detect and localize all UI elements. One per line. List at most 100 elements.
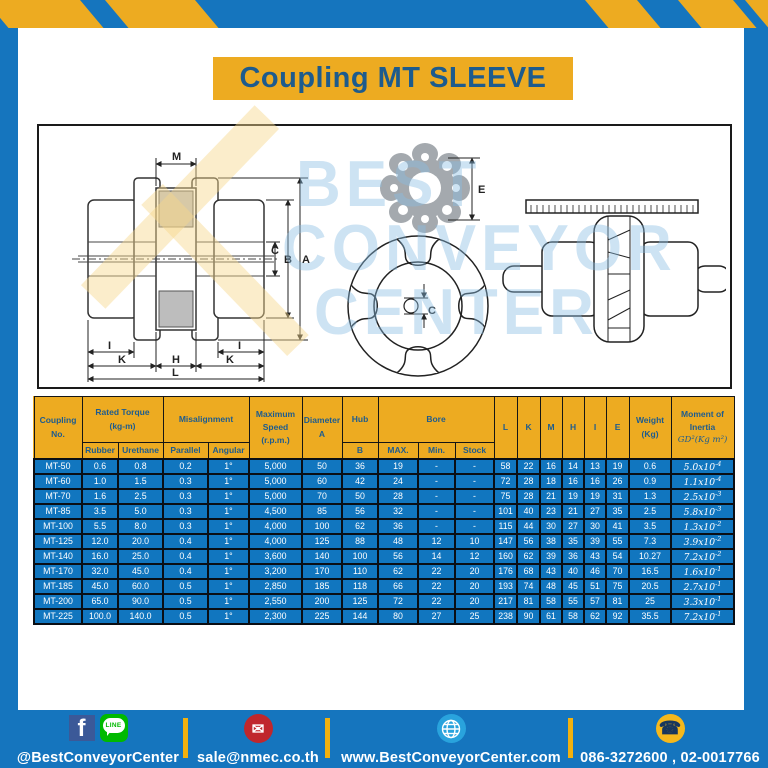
cell: MT-225: [33, 608, 83, 626]
cell: 32: [377, 503, 419, 521]
cell: 19: [605, 458, 631, 476]
footer-social[interactable]: f LINE @BestConveyorCenter: [12, 714, 184, 766]
col-urethane: Urethane: [117, 442, 164, 460]
table-row: MT-70 1.6 2.5 0.3 1° 5,000 70 50 28- -75 28 21 19 19 3…: [33, 488, 736, 506]
cell: 7.3: [628, 533, 673, 551]
cell: 62: [516, 548, 542, 566]
cell: 36: [341, 458, 379, 476]
cell: 170: [301, 563, 343, 581]
website-text[interactable]: www.BestConveyorCenter.com: [341, 750, 561, 766]
cell: 36: [561, 548, 586, 566]
cell: MT-140: [33, 548, 83, 566]
cell: 70: [301, 488, 343, 506]
cell: 56: [341, 503, 379, 521]
cell: 200: [301, 593, 343, 611]
cell: 185: [301, 578, 343, 596]
cell: 60.0: [117, 578, 164, 596]
cell: -: [453, 488, 496, 506]
cell: 100.0: [81, 608, 119, 626]
cell: 16: [561, 473, 586, 491]
cell: 5.5: [81, 518, 119, 536]
cell: 60: [301, 473, 343, 491]
cell: 44: [516, 518, 542, 536]
cell: 10: [453, 533, 496, 551]
col-diameter-a: Diameter A: [301, 396, 343, 460]
cell: 0.6: [81, 458, 119, 476]
col-rubber: Rubber: [81, 442, 119, 460]
cell: 0.8: [117, 458, 164, 476]
front-view: [347, 235, 489, 377]
cell: 92: [605, 608, 631, 626]
footer-bar: f LINE @BestConveyorCenter ✉ sale@nmec.c…: [0, 710, 768, 768]
cell: 22: [417, 563, 456, 581]
cell: 35: [605, 503, 631, 521]
facebook-icon[interactable]: f: [68, 715, 95, 741]
footer-divider: [568, 718, 573, 758]
cell: 31: [605, 488, 631, 506]
phone-icon[interactable]: ☎: [655, 714, 685, 743]
line-icon[interactable]: LINE: [99, 714, 128, 742]
cell: 118: [341, 578, 379, 596]
cell: 12.0: [81, 533, 119, 551]
cell: 55: [605, 533, 631, 551]
social-handle[interactable]: @BestConveyorCenter: [16, 750, 180, 766]
cell: 16: [583, 473, 608, 491]
cell: 18: [539, 473, 564, 491]
cell: 40: [561, 563, 586, 581]
cell: MT-100: [33, 518, 83, 536]
cell: 176: [493, 563, 519, 581]
inertia-cell: 5.0x10-4: [670, 458, 736, 476]
cell: 1°: [207, 593, 250, 611]
cell: 147: [493, 533, 519, 551]
cell: 144: [341, 608, 379, 626]
cell: 28: [516, 473, 542, 491]
cell: 45: [561, 578, 586, 596]
cell: 0.4: [162, 563, 209, 581]
footer-website[interactable]: www.BestConveyorCenter.com: [338, 714, 564, 766]
cell: 4,000: [248, 518, 303, 536]
cell: 1°: [207, 518, 250, 536]
col-coupling-no: Coupling No.: [33, 396, 83, 460]
cell: 58: [493, 458, 519, 476]
cell: 55: [561, 593, 586, 611]
phone-numbers[interactable]: 086-3272600 , 02-0017766: [580, 750, 760, 766]
inertia-cell: 1.6x10-1: [670, 563, 736, 581]
cell: 1.3: [628, 488, 673, 506]
email-text[interactable]: sale@nmec.co.th: [197, 750, 319, 766]
cell: 225: [301, 608, 343, 626]
col-weight: Weight (Kg): [628, 396, 672, 460]
cell: 75: [493, 488, 519, 506]
cell: 68: [516, 563, 542, 581]
cell: 5,000: [248, 488, 303, 506]
table-row: MT-60 1.0 1.5 0.3 1° 5,000 60 42 24- -72 28 18 16 16 2…: [33, 473, 736, 491]
cell: 1.6: [81, 488, 119, 506]
footer-email[interactable]: ✉ sale@nmec.co.th: [192, 714, 324, 766]
cell: 100: [341, 548, 379, 566]
cell: 1°: [207, 578, 250, 596]
cell: 3,200: [248, 563, 303, 581]
cell: 0.4: [162, 533, 209, 551]
footer-phone[interactable]: ☎ 086-3272600 , 02-0017766: [578, 714, 762, 766]
dim-label-c-front: C: [428, 305, 436, 317]
col-m: M: [539, 396, 563, 460]
cell: 1.0: [81, 473, 119, 491]
table-row: MT-225 100.0 140.0 0.5 1° 2,300 225 144 80 27 25 23…: [33, 608, 736, 626]
cell: 16: [539, 458, 564, 476]
cell: 115: [493, 518, 519, 536]
mail-icon[interactable]: ✉: [243, 714, 273, 743]
cell: 45.0: [81, 578, 119, 596]
col-rated-torque: Rated Torque (kg-m): [81, 396, 164, 443]
cell: 5.0: [117, 503, 164, 521]
footer-divider: [325, 718, 330, 758]
hazard-top-bar: [0, 0, 768, 28]
dim-label-k-left: K: [118, 354, 126, 366]
page-title: Coupling MT SLEEVE: [213, 57, 573, 100]
cell: 0.3: [162, 503, 209, 521]
dim-label-c: C: [271, 245, 279, 257]
cell: 100: [301, 518, 343, 536]
inertia-cell: 3.3x10-1: [670, 593, 736, 611]
cell: MT-85: [33, 503, 83, 521]
globe-icon[interactable]: [436, 714, 466, 743]
cell: 43: [539, 563, 564, 581]
cell: 30: [539, 518, 564, 536]
